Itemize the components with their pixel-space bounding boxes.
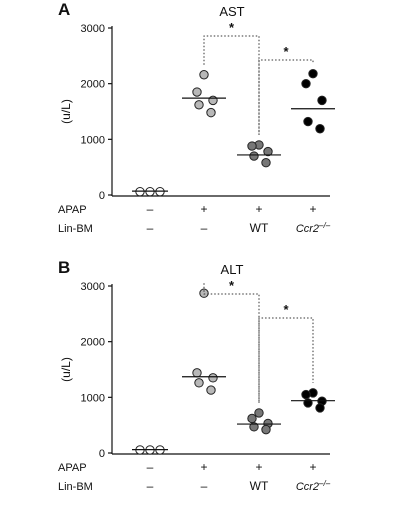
data-point	[247, 413, 257, 424]
data-point	[249, 151, 259, 161]
data-point	[192, 87, 202, 97]
data-point	[303, 116, 313, 127]
data-point	[206, 107, 216, 118]
condition-cell: Ccr2–/–	[296, 221, 331, 235]
y-axis-label: (u/L)	[59, 99, 73, 124]
data-point	[247, 141, 257, 151]
chart-title: ALT	[221, 262, 244, 277]
condition-cell: WT	[250, 479, 269, 493]
chart-title: AST	[219, 4, 244, 19]
chart-panel-b: B ALT 0 1000 2000 3000 (u/L) * * APAP – + + + Lin-BM – –…	[58, 258, 335, 493]
data-point	[301, 78, 311, 89]
data-point	[261, 424, 271, 435]
data-point	[261, 158, 271, 168]
condition-cell: +	[255, 460, 262, 474]
data-point	[301, 389, 311, 400]
y-tick-label: 3000	[81, 23, 105, 35]
significance-star: *	[229, 278, 235, 293]
y-axis-label: (u/L)	[59, 357, 73, 382]
condition-cell: –	[201, 479, 208, 493]
condition-cell: +	[255, 202, 262, 216]
y-tick-label: 1000	[81, 392, 105, 404]
data-point	[254, 408, 264, 418]
condition-row-label: Lin-BM	[58, 481, 93, 493]
data-point	[194, 100, 204, 110]
condition-row-label: APAP	[58, 204, 87, 216]
condition-cell: +	[309, 202, 316, 216]
significance-star: *	[283, 302, 289, 317]
data-point	[208, 373, 218, 383]
y-tick-label: 0	[99, 190, 105, 202]
condition-cell: +	[309, 460, 316, 474]
significance-star: *	[283, 44, 289, 59]
data-point	[249, 422, 259, 432]
condition-cell: –	[147, 221, 154, 235]
data-point	[206, 385, 216, 395]
condition-cell: –	[201, 221, 208, 235]
significance-bracket	[258, 59, 314, 135]
data-point	[208, 95, 218, 106]
significance-bracket	[258, 317, 314, 403]
condition-cell: +	[200, 460, 207, 474]
significance-bracket	[203, 35, 260, 135]
significance-star: *	[229, 20, 235, 35]
y-tick-label: 2000	[81, 337, 105, 349]
data-point	[263, 146, 273, 157]
condition-cell: –	[147, 202, 154, 216]
data-point	[315, 403, 325, 413]
data-point	[199, 288, 209, 298]
y-tick-label: 1000	[81, 134, 105, 146]
y-tick-label: 2000	[81, 79, 105, 91]
condition-cell: WT	[250, 221, 269, 235]
data-point	[315, 124, 325, 134]
condition-row-label: Lin-BM	[58, 223, 93, 235]
panel-letter: B	[58, 258, 70, 277]
condition-cell: –	[147, 460, 154, 474]
condition-cell: Ccr2–/–	[296, 479, 331, 493]
y-tick-label: 0	[99, 448, 105, 460]
chart-panel-a: A AST 0 1000 2000 3000 (u/L) * * APAP – + + + Lin-BM – –…	[58, 0, 335, 235]
data-point	[303, 398, 313, 408]
data-point	[317, 95, 327, 106]
condition-cell: –	[147, 479, 154, 493]
condition-cell: +	[200, 202, 207, 216]
data-point	[192, 368, 202, 378]
data-point	[194, 378, 204, 388]
panel-letter: A	[58, 0, 70, 19]
y-tick-label: 3000	[81, 281, 105, 293]
significance-bracket	[203, 283, 260, 403]
data-point	[199, 70, 209, 80]
data-point	[308, 68, 318, 79]
condition-row-label: APAP	[58, 462, 87, 474]
